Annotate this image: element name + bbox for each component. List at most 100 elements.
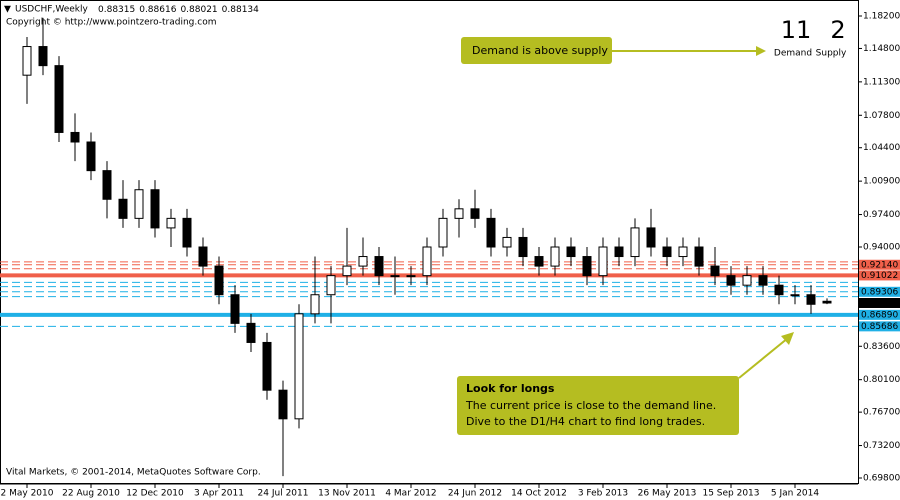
candle-body [22,46,32,76]
level-label: 0.85686 [861,322,898,332]
level-tag [859,321,900,332]
candle-body [790,294,800,297]
candle-body [502,236,512,248]
candle-body [262,341,272,391]
candle-body [822,300,832,304]
candle-body [54,65,64,133]
x-tick-label: 5 Jan 2014 [771,489,819,499]
annotation: Look for longs The current price is clos… [457,332,794,435]
level-label: 0.89306 [861,287,898,297]
candle-body [806,294,816,305]
chart-title: USDCHF,Weekly [15,5,88,15]
candle-body [678,246,688,258]
candle-body [246,322,256,343]
level-label: 0.92140 [861,260,898,270]
y-tick-label: 1.00900 [863,177,900,187]
symbol-marker: ▼ [4,5,11,15]
candle-body [630,227,640,258]
level-tag [859,259,900,270]
candle-body [646,227,656,248]
candle-body [454,208,464,219]
candle-body [150,189,160,229]
candle-body [390,275,400,278]
candle-body [278,389,288,420]
candle-body [358,256,368,267]
supply-label: Supply [816,49,847,59]
annotation-text: Dive to the D1/H4 chart to find long tra… [466,415,705,428]
y-tick-label: 0.97400 [863,210,900,220]
y-tick-label: 0.73200 [863,441,900,451]
candle-body [694,246,704,267]
candle-body [534,256,544,267]
x-tick-label: 24 Jul 2011 [258,489,309,499]
arrow-head [756,46,766,56]
candle-body [374,256,384,277]
x-tick-label: 22 Aug 2010 [62,489,120,499]
candle-body [550,246,560,267]
candle-body [662,246,672,258]
annotation: Demand is above supply [461,37,766,64]
demand-label: Demand [774,49,812,59]
y-tick-label: 0.69800 [863,474,900,484]
y-tick-label: 1.11300 [863,77,900,87]
y-tick-label: 1.14800 [863,44,900,54]
level-tag [859,270,900,281]
annotation-text: The current price is close to the demand… [465,399,716,412]
candle-body [326,275,336,296]
candle-body [214,265,224,296]
candle-body [710,265,720,277]
x-tick-label: 24 Jun 2012 [448,489,502,499]
candle-body [774,284,784,296]
candle-body [726,275,736,286]
candle-body [438,217,448,248]
arrow-head [781,332,794,345]
arrow [738,337,789,379]
level-label: 0.91022 [861,271,898,281]
candle-body [614,246,624,258]
y-tick-label: 1.18200 [863,12,900,22]
candle-body [422,246,432,277]
y-tick-label: 0.76700 [863,408,900,418]
ohlc-value: 0.88315 [98,5,135,15]
x-tick-label: 13 Nov 2011 [318,489,376,499]
level-label: 0.86890 [861,310,898,320]
x-tick-label: 3 Apr 2011 [194,489,244,499]
y-tick-label: 1.07800 [863,111,900,121]
annotation-text: Demand is above supply [472,44,608,57]
candle-body [182,217,192,248]
candle-body [294,313,304,420]
y-tick-label: 1.04400 [863,143,900,153]
ohlc-readout: 0.88315 0.88616 0.88021 0.88134 [98,5,259,15]
supply-count: 2 [830,16,845,44]
footer: Vital Markets, © 2001-2014, MetaQuotes S… [6,468,261,478]
candle-body [198,246,208,267]
candle-body [102,170,112,200]
level-tag [859,309,900,320]
x-tick-label: 2 May 2010 [1,489,54,499]
x-tick-label: 14 Oct 2012 [511,489,567,499]
ohlc-value: 0.88134 [222,5,259,15]
candle-body [566,246,576,258]
level-tag [859,286,900,297]
annotation-box [457,376,739,435]
x-tick-label: 4 Mar 2012 [385,489,436,499]
annotation-box [461,37,612,64]
x-tick-label: 3 Feb 2013 [578,489,628,499]
candle-body [310,294,320,315]
candle-body [118,198,128,219]
candle-body [86,141,96,172]
y-tick-label: 0.80100 [863,375,900,385]
x-tick-label: 26 May 2013 [638,489,697,499]
x-tick-label: 15 Sep 2013 [702,489,759,499]
candle-body [230,294,240,324]
candle-body [70,131,80,143]
candle-body [134,189,144,219]
demand-count: 11 [781,16,812,44]
price-label: 0.88134 [861,298,898,308]
candle-body [486,217,496,248]
candle-body [758,275,768,286]
candle-body [582,256,592,277]
candle-body [598,246,608,277]
